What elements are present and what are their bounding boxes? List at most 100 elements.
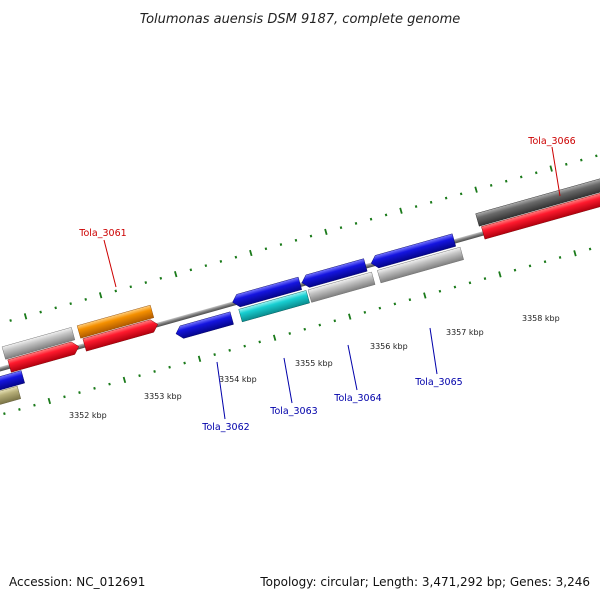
minor-tick [228, 348, 231, 352]
minor-tick [114, 289, 118, 293]
minor-tick [453, 285, 457, 289]
minor-tick [558, 256, 562, 259]
gene-labels: Tola_3061 Tola_3062 Tola_3063 Tola_3064 … [78, 136, 575, 433]
scale-label: 3357 kbp [446, 328, 484, 337]
gene-arrow-red[interactable] [7, 340, 81, 373]
gene-arrow-blue[interactable] [369, 233, 456, 270]
major-tick [47, 397, 52, 405]
minor-tick [168, 365, 171, 369]
major-tick [122, 376, 127, 384]
major-tick [272, 334, 277, 341]
major-tick [324, 228, 328, 236]
minor-tick [588, 247, 592, 251]
minor-tick [378, 306, 382, 310]
scale-label: 3352 kbp [69, 411, 107, 420]
scale-labels: 3352 kbp 3353 kbp 3354 kbp 3355 kbp 3356… [69, 314, 560, 420]
gene-arrow-blue-tola-3064[interactable] [300, 258, 368, 289]
gene-arrow-red[interactable] [82, 318, 160, 352]
minor-tick [219, 259, 223, 263]
gene-label-tola-3062[interactable]: Tola_3062 [201, 422, 249, 433]
gene-arrow-blue[interactable] [0, 370, 25, 394]
minor-tick [258, 340, 261, 344]
minor-tick [159, 276, 163, 280]
minor-tick [33, 403, 36, 407]
minor-tick [243, 344, 246, 348]
minor-tick [519, 175, 523, 179]
major-tick [549, 165, 553, 172]
minor-tick [363, 310, 367, 314]
minor-tick [183, 361, 186, 365]
minor-tick [138, 374, 141, 378]
minor-tick [504, 179, 508, 183]
gene-arrow-red-tola-3066[interactable] [481, 190, 600, 240]
gene-arrow-blue-tola-3062[interactable] [174, 311, 234, 340]
major-tick [423, 292, 427, 299]
callout-lines [103, 146, 561, 420]
lower-tick-track [3, 247, 592, 416]
gene-label-tola-3063[interactable]: Tola_3063 [269, 406, 317, 417]
reverse-strand-genes [0, 233, 464, 408]
gene-label-tola-3066[interactable]: Tola_3066 [527, 136, 575, 147]
minor-tick [303, 327, 307, 331]
callout-line [551, 146, 561, 197]
genome-band [0, 154, 600, 416]
callout-line [347, 344, 358, 391]
minor-tick [213, 353, 216, 356]
major-tick [498, 271, 502, 278]
callout-line [216, 361, 226, 420]
minor-tick [204, 264, 208, 268]
major-tick [249, 249, 253, 257]
forward-strand-genes [1, 175, 600, 373]
upper-tick-track [9, 154, 598, 322]
minor-tick [384, 213, 388, 217]
gene-label-tola-3065[interactable]: Tola_3065 [414, 377, 462, 388]
major-tick [98, 292, 103, 299]
gene-arrow-gray[interactable] [1, 327, 76, 360]
accession-text: Accession: NC_012691 [9, 575, 145, 589]
minor-tick [294, 238, 298, 242]
gene-arrow-olive[interactable] [0, 385, 21, 408]
minor-tick [333, 319, 337, 323]
major-tick [23, 313, 28, 320]
map-title: Tolumonas auensis DSM 9187, complete gen… [140, 12, 461, 27]
gene-arrow-darkgray[interactable] [475, 175, 600, 227]
minor-tick [354, 221, 358, 225]
gene-arrow-gray[interactable] [307, 271, 376, 303]
minor-tick [595, 154, 598, 158]
minor-tick [153, 370, 156, 373]
minor-tick [534, 171, 538, 175]
gene-arrow-cyan-tola-3063[interactable] [238, 290, 310, 323]
major-tick [399, 207, 403, 214]
minor-tick [369, 217, 373, 221]
gene-arrow-orange-tola-3061[interactable] [76, 304, 155, 339]
minor-tick [189, 268, 193, 272]
minor-tick [543, 260, 547, 264]
minor-tick [108, 382, 111, 386]
minor-tick [234, 255, 238, 259]
minor-tick [54, 306, 57, 310]
minor-tick [513, 268, 517, 272]
scale-label: 3354 kbp [219, 375, 257, 384]
minor-tick [309, 234, 313, 238]
minor-tick [93, 386, 96, 390]
gene-arrow-blue[interactable] [231, 276, 302, 308]
scale-label: 3355 kbp [295, 359, 333, 368]
minor-tick [444, 196, 448, 200]
gene-arrow-gray-tola-3065[interactable] [377, 246, 464, 284]
minor-tick [393, 302, 397, 306]
minor-tick [438, 289, 442, 293]
minor-tick [69, 302, 72, 306]
genome-summary-text: Topology: circular; Length: 3,471,292 bp… [259, 575, 590, 589]
minor-tick [3, 412, 6, 416]
major-tick [174, 270, 178, 278]
callout-line [429, 327, 438, 375]
gene-label-tola-3064[interactable]: Tola_3064 [333, 393, 381, 404]
gene-label-tola-3061[interactable]: Tola_3061 [78, 228, 126, 239]
scale-label: 3358 kbp [522, 314, 560, 323]
minor-tick [339, 226, 343, 230]
minor-tick [279, 243, 283, 246]
scale-label: 3356 kbp [370, 342, 408, 351]
minor-tick [288, 332, 292, 335]
